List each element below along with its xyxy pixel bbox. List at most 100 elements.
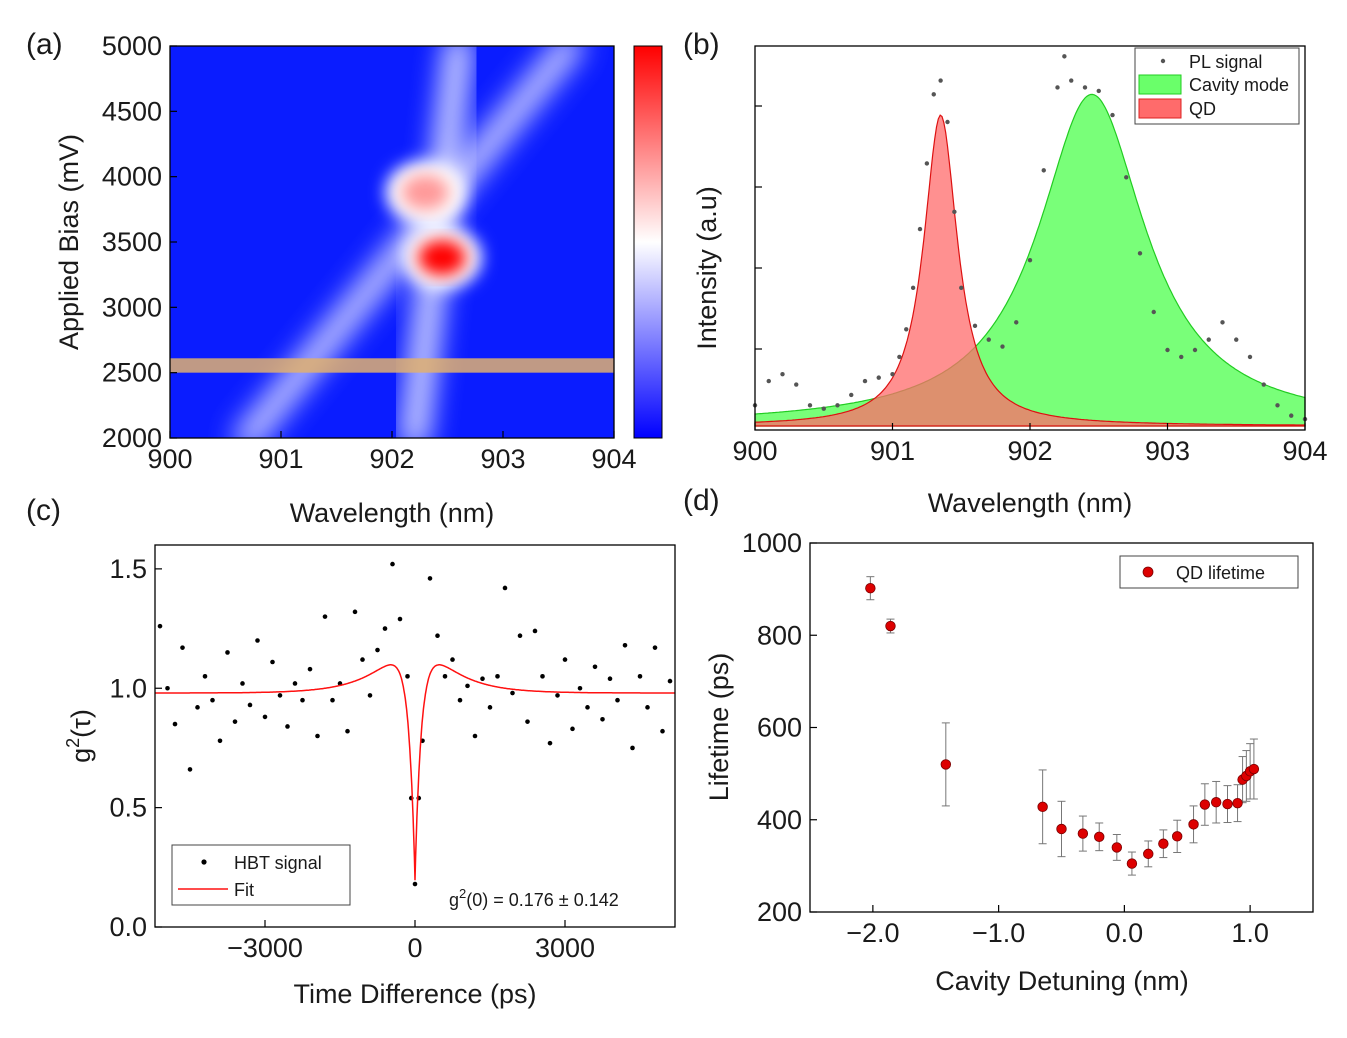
d-lifetime-point bbox=[1158, 838, 1169, 849]
c-hbt-point bbox=[277, 693, 283, 698]
b-legend: PL signal Cavity mode QD bbox=[1134, 47, 1300, 125]
legend-qd: QD bbox=[1189, 99, 1216, 119]
a-ytick-label: 4500 bbox=[102, 96, 162, 126]
c-xlabel: Time Difference (ps) bbox=[293, 979, 536, 1009]
c-hbt-point bbox=[660, 728, 665, 734]
c-hbt-point bbox=[600, 716, 605, 722]
a-ytick-label: 5000 bbox=[102, 31, 162, 61]
b-pl-point bbox=[945, 119, 950, 125]
c-hbt-point bbox=[667, 678, 673, 684]
c-hbt-point bbox=[247, 702, 253, 708]
d-legend: QD lifetime bbox=[1119, 555, 1299, 589]
d-xtick-label: −1.0 bbox=[972, 918, 1025, 948]
c-xtick-label: −3000 bbox=[227, 933, 303, 963]
c-hbt-point bbox=[472, 733, 478, 739]
c-ytick-label: 0.5 bbox=[109, 793, 147, 823]
d-lifetime-point bbox=[865, 583, 876, 594]
b-pl-point bbox=[938, 78, 943, 83]
c-hbt-point bbox=[307, 666, 313, 672]
b-pl-point bbox=[1027, 257, 1033, 263]
d-lifetime-point bbox=[1199, 799, 1211, 810]
c-hbt-point bbox=[585, 705, 590, 710]
heatmap-upper-spot bbox=[401, 174, 450, 211]
c-hbt-point bbox=[352, 609, 358, 615]
g2-annotation-g: g bbox=[449, 890, 459, 910]
c-ylabel-sup: 2 bbox=[63, 738, 83, 748]
c-hbt-point bbox=[240, 681, 245, 686]
b-pl-point bbox=[904, 327, 909, 332]
b-pl-point bbox=[1124, 175, 1129, 180]
c-hbt-point bbox=[187, 767, 193, 772]
g2-annotation-sup: 2 bbox=[459, 886, 466, 901]
b-pl-point bbox=[1206, 337, 1211, 342]
legend-fit: Fit bbox=[234, 880, 254, 900]
b-pl-point bbox=[862, 378, 868, 384]
c-legend: HBT signal Fit bbox=[171, 844, 351, 906]
c-hbt-point bbox=[367, 693, 373, 698]
c-hbt-point bbox=[255, 638, 260, 643]
d-ytick-label: 400 bbox=[757, 805, 802, 835]
c-hbt-point bbox=[390, 561, 395, 567]
c-hbt-point bbox=[525, 719, 530, 724]
c-hbt-point bbox=[322, 614, 328, 619]
b-pl-point bbox=[917, 226, 923, 232]
d-ytick-label: 800 bbox=[757, 620, 802, 650]
c-hbt-point bbox=[630, 745, 635, 751]
d-lifetime-point bbox=[1171, 831, 1183, 842]
c-hbt-point bbox=[495, 674, 500, 679]
c-hbt-point bbox=[555, 693, 560, 698]
c-hbt-point bbox=[300, 697, 305, 703]
c-hbt-point bbox=[285, 724, 290, 729]
a-ytick-label: 2500 bbox=[102, 358, 162, 388]
c-hbt-point bbox=[547, 740, 553, 746]
heatmap bbox=[170, 46, 614, 438]
b-pl-point bbox=[1220, 320, 1225, 325]
g2-annotation-value: (0) = 0.176 ± 0.142 bbox=[466, 890, 618, 910]
c-hbt-point bbox=[292, 681, 298, 686]
c-hbt-point bbox=[397, 616, 403, 622]
c-hbt-point bbox=[592, 664, 598, 670]
d-lifetime-point bbox=[885, 620, 896, 632]
panel-c: (c) −3000 0 3000 0.0 0.5 1.0 1.5 Time Differen… bbox=[26, 494, 676, 1009]
c-hbt-point bbox=[165, 685, 170, 691]
c-hbt-point bbox=[225, 650, 230, 655]
b-xtick-label: 900 bbox=[732, 436, 777, 466]
colorbar bbox=[633, 45, 663, 439]
d-lifetime-point bbox=[1126, 858, 1138, 869]
b-pl-point bbox=[931, 92, 936, 97]
d-lifetime-point bbox=[1094, 831, 1105, 843]
c-hbt-point bbox=[375, 647, 380, 653]
b-pl-point bbox=[1082, 85, 1088, 90]
c-hbt-point bbox=[330, 697, 335, 703]
a-xtick-label: 901 bbox=[258, 444, 303, 474]
d-xtick-label: 0.0 bbox=[1106, 918, 1144, 948]
panel-a-label: (a) bbox=[26, 28, 63, 61]
c-hbt-point bbox=[360, 657, 365, 662]
d-lifetime-point bbox=[1210, 797, 1222, 808]
c-hbt-point bbox=[315, 733, 320, 739]
b-pl-point bbox=[1000, 344, 1005, 349]
highlight-band bbox=[170, 358, 614, 373]
c-xtick-label: 3000 bbox=[535, 933, 595, 963]
legend-qd-lifetime: QD lifetime bbox=[1176, 563, 1265, 583]
g2-annotation: g2(0) = 0.176 ± 0.142 bbox=[449, 886, 619, 910]
c-ytick-label: 1.0 bbox=[109, 673, 147, 703]
b-xlabel: Wavelength (nm) bbox=[928, 488, 1133, 518]
b-xtick-label: 901 bbox=[870, 436, 915, 466]
d-ylabel: Lifetime (ps) bbox=[704, 653, 734, 802]
b-xtick-label: 903 bbox=[1145, 436, 1190, 466]
c-hbt-point bbox=[157, 623, 163, 629]
a-xtick-label: 904 bbox=[591, 444, 636, 474]
c-hbt-point bbox=[202, 674, 208, 679]
c-hbt-point bbox=[517, 633, 523, 639]
b-pl-point bbox=[1069, 78, 1074, 83]
c-hbt-point bbox=[210, 697, 215, 703]
c-hbt-point bbox=[262, 714, 268, 720]
a-ytick-label: 4000 bbox=[102, 162, 162, 192]
b-pl-point bbox=[807, 403, 813, 408]
d-ytick-label: 1000 bbox=[742, 528, 802, 558]
panel-d-label: (d) bbox=[683, 484, 720, 517]
b-pl-point bbox=[835, 403, 840, 408]
c-hbt-point bbox=[645, 705, 650, 710]
panel-c-label: (c) bbox=[26, 494, 61, 527]
